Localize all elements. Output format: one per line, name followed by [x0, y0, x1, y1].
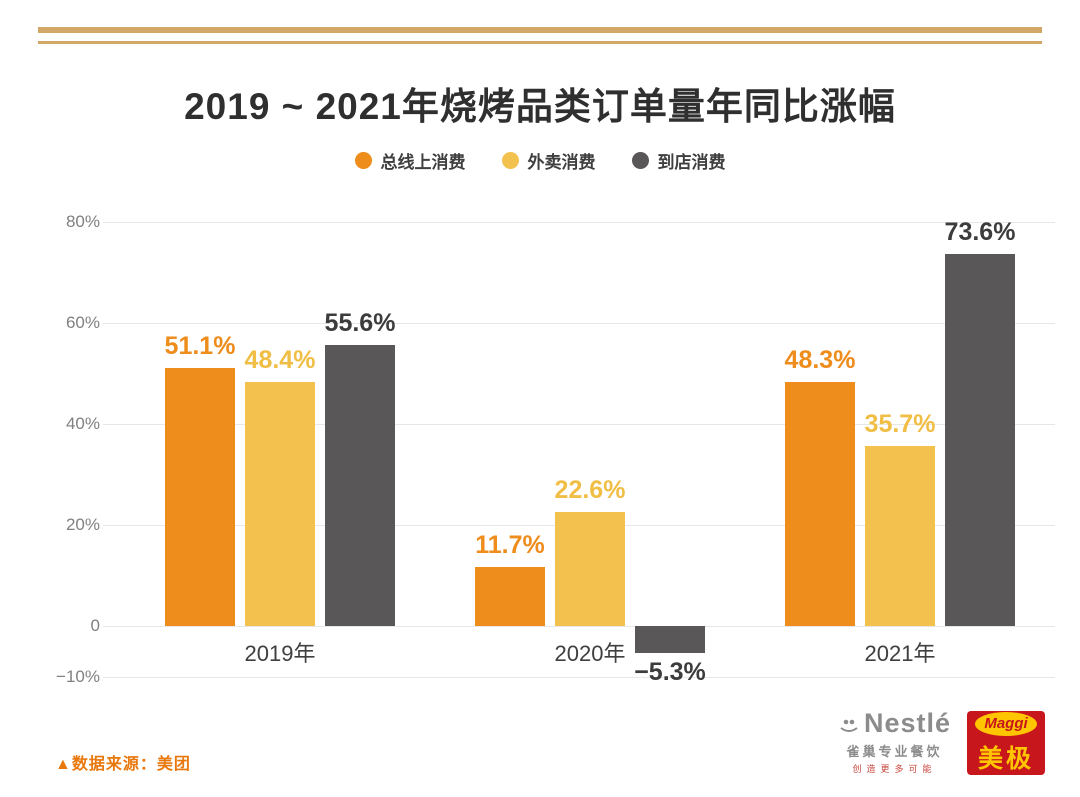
gridline	[103, 677, 1055, 678]
nestle-nest-icon	[840, 719, 858, 732]
data-source-text: 数据来源：美团	[71, 756, 191, 773]
plot-area: 2019年 51.1% 48.4% 55.6% 2020年 11.7% 22.6% −5.3%…	[103, 218, 1055, 686]
x-axis-label: 2020年	[554, 641, 626, 667]
bar-value-label: 51.1%	[164, 332, 236, 361]
bar-外卖消费-2021年	[865, 445, 935, 627]
bar-value-label: 48.3%	[784, 346, 856, 375]
legend-item-instore: 到店消费	[631, 148, 726, 173]
data-source: ▲数据来源：美团	[55, 750, 191, 774]
legend-item-takeout: 外卖消费	[501, 148, 596, 173]
bar-value-label: 11.7%	[475, 531, 545, 560]
y-tick-label: 40%	[65, 414, 100, 434]
x-axis-label: 2019年	[244, 641, 316, 667]
chart-title: 2019 ~ 2021年烧烤品类订单量年同比涨幅	[184, 86, 896, 127]
maggi-chinese-name: 美极	[977, 744, 1034, 773]
nestle-tagline: 创造更多可能	[852, 764, 937, 774]
y-tick-label: 20%	[65, 515, 100, 535]
bar-总线上消费-2020年	[475, 567, 545, 627]
y-axis-labels: 80% 60% 40% 20% 0 −10%	[28, 212, 100, 686]
bar-value-label: 55.6%	[324, 309, 396, 338]
nestle-subtitle: 雀巢专业餐饮	[846, 744, 943, 759]
top-border-line-2	[38, 41, 1042, 44]
bar-value-label: −5.3%	[634, 658, 706, 687]
bar-外卖消费-2020年	[555, 512, 625, 627]
legend: 总线上消费 外卖消费 到店消费	[0, 148, 1080, 173]
legend-dot-online-icon	[354, 152, 372, 169]
legend-item-online: 总线上消费	[354, 148, 466, 173]
bar-总线上消费-2021年	[785, 382, 855, 627]
bar-value-label: 48.4%	[244, 345, 316, 374]
bar-value-label: 73.6%	[944, 218, 1016, 247]
y-tick-label: −10%	[56, 667, 100, 686]
maggi-logo: Maggi 美极	[967, 711, 1045, 775]
bar-value-label: 22.6%	[554, 476, 626, 505]
maggi-oval: Maggi	[975, 711, 1037, 736]
legend-dot-instore-icon	[631, 152, 649, 169]
bar-到店消费-2020年	[635, 626, 705, 654]
bar-value-label: 35.7%	[864, 409, 936, 438]
nestle-logo: Nestlé 雀巢专业餐饮 创造更多可能	[838, 708, 951, 775]
y-tick-label: 0	[90, 616, 100, 636]
legend-label-online: 总线上消费	[380, 153, 466, 172]
top-border-line-1	[38, 27, 1042, 33]
maggi-wordmark: Maggi	[984, 715, 1028, 732]
gridline	[103, 323, 1055, 325]
x-axis-label: 2021年	[864, 641, 936, 667]
nestle-wordmark: Nestlé	[863, 708, 951, 738]
legend-label-instore: 到店消费	[657, 153, 726, 172]
gridline	[103, 424, 1055, 426]
bar-到店消费-2019年	[325, 345, 395, 627]
legend-label-takeout: 外卖消费	[527, 153, 596, 172]
bar-到店消费-2021年	[945, 254, 1015, 627]
gridline	[103, 222, 1055, 223]
nestle-logo-row: Nestlé	[838, 708, 951, 739]
bar-总线上消费-2019年	[165, 368, 235, 627]
gridline	[103, 626, 1055, 628]
legend-dot-takeout-icon	[501, 152, 519, 169]
y-tick-label: 60%	[65, 313, 100, 333]
brand-logos: Nestlé 雀巢专业餐饮 创造更多可能 Maggi 美极	[838, 708, 1045, 775]
y-tick-label: 80%	[65, 212, 100, 231]
triangle-marker-icon: ▲	[55, 756, 72, 773]
bar-外卖消费-2019年	[245, 381, 315, 627]
